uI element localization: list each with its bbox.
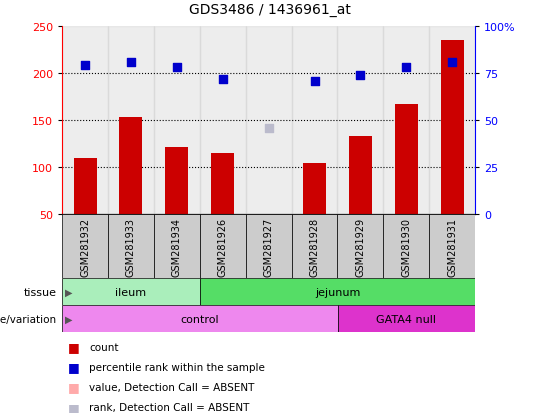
Bar	[303, 164, 326, 215]
Text: rank, Detection Call = ABSENT: rank, Detection Call = ABSENT	[89, 402, 249, 412]
Bar	[119, 118, 143, 215]
Bar	[154, 215, 200, 279]
Bar	[338, 215, 383, 279]
Bar	[200, 215, 246, 279]
Bar	[62, 27, 108, 215]
Bar	[383, 27, 429, 215]
Text: ■: ■	[68, 380, 79, 394]
Bar	[108, 215, 154, 279]
Bar	[338, 27, 383, 215]
Text: ■: ■	[68, 340, 79, 353]
Point	[81, 63, 90, 70]
Bar	[395, 105, 418, 215]
Text: ileum: ileum	[116, 287, 146, 297]
Bar	[62, 306, 338, 332]
Bar	[338, 306, 475, 332]
Text: GSM281931: GSM281931	[447, 217, 457, 276]
Text: GSM281932: GSM281932	[80, 217, 90, 276]
Bar	[349, 137, 372, 215]
Bar	[154, 27, 200, 215]
Bar	[246, 215, 292, 279]
Text: percentile rank within the sample: percentile rank within the sample	[89, 362, 265, 372]
Text: ■: ■	[68, 360, 79, 373]
Text: ▶: ▶	[65, 314, 72, 324]
Text: GSM281927: GSM281927	[264, 217, 274, 276]
Point	[126, 59, 135, 66]
Bar	[429, 27, 475, 215]
Point	[218, 76, 227, 83]
Text: GSM281928: GSM281928	[309, 217, 320, 276]
Bar	[200, 279, 475, 306]
Bar	[429, 215, 475, 279]
Text: GSM281930: GSM281930	[401, 217, 411, 276]
Text: count: count	[89, 342, 119, 351]
Text: GATA4 null: GATA4 null	[376, 314, 436, 324]
Text: GSM281926: GSM281926	[218, 217, 228, 276]
Text: GDS3486 / 1436961_at: GDS3486 / 1436961_at	[189, 2, 351, 17]
Bar	[211, 154, 234, 215]
Bar	[246, 27, 292, 215]
Bar	[108, 27, 154, 215]
Text: ■: ■	[68, 401, 79, 413]
Bar	[292, 27, 338, 215]
Text: jejunum: jejunum	[315, 287, 360, 297]
Text: GSM281929: GSM281929	[355, 217, 366, 276]
Text: control: control	[180, 314, 219, 324]
Text: genotype/variation: genotype/variation	[0, 314, 57, 324]
Bar	[292, 215, 338, 279]
Point	[402, 65, 410, 71]
Text: value, Detection Call = ABSENT: value, Detection Call = ABSENT	[89, 382, 254, 392]
Text: GSM281934: GSM281934	[172, 217, 182, 276]
Point	[172, 65, 181, 71]
Point	[265, 125, 273, 132]
Bar	[441, 41, 464, 215]
Text: ▶: ▶	[65, 287, 72, 297]
Bar	[62, 215, 108, 279]
Bar	[73, 158, 97, 215]
Bar	[383, 215, 429, 279]
Bar	[257, 214, 280, 215]
Text: tissue: tissue	[24, 287, 57, 297]
Bar	[200, 27, 246, 215]
Bar	[165, 148, 188, 215]
Point	[356, 72, 365, 79]
Text: GSM281933: GSM281933	[126, 217, 136, 276]
Point	[448, 59, 456, 66]
Bar	[62, 279, 200, 306]
Point	[310, 78, 319, 85]
